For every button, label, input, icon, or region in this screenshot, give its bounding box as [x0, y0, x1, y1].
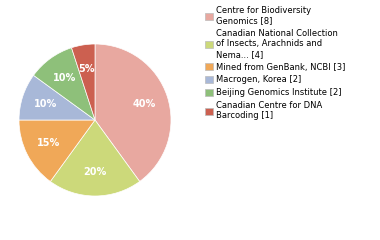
Text: 10%: 10% — [34, 99, 57, 109]
Text: 20%: 20% — [83, 167, 107, 177]
Wedge shape — [95, 44, 171, 181]
Text: 10%: 10% — [53, 73, 76, 83]
Wedge shape — [19, 120, 95, 181]
Legend: Centre for Biodiversity
Genomics [8], Canadian National Collection
of Insects, A: Centre for Biodiversity Genomics [8], Ca… — [204, 4, 347, 122]
Wedge shape — [33, 48, 95, 120]
Wedge shape — [50, 120, 140, 196]
Text: 5%: 5% — [79, 64, 95, 74]
Wedge shape — [71, 44, 95, 120]
Text: 15%: 15% — [37, 138, 60, 149]
Wedge shape — [19, 75, 95, 120]
Text: 40%: 40% — [133, 99, 156, 109]
